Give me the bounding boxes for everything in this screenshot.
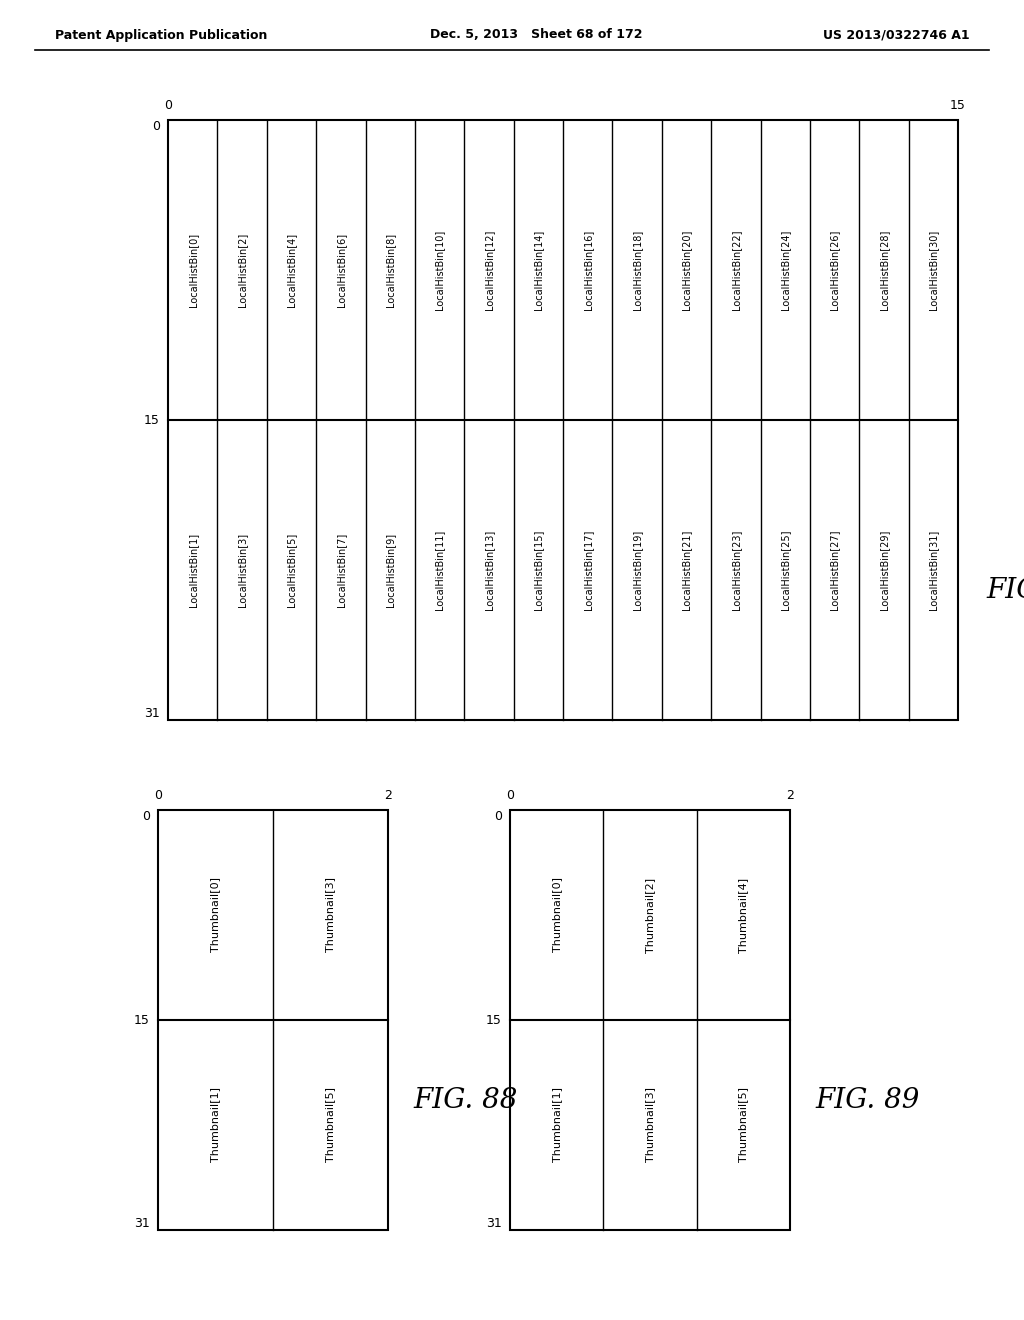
Text: FIG. 90: FIG. 90 [986,577,1024,603]
Text: LocalHistBin[18]: LocalHistBin[18] [632,230,642,310]
Text: LocalHistBin[20]: LocalHistBin[20] [681,230,691,310]
Text: Thumbnail[5]: Thumbnail[5] [738,1088,749,1163]
Text: LocalHistBin[14]: LocalHistBin[14] [534,230,544,310]
Text: 2: 2 [384,789,392,803]
Text: FIG. 89: FIG. 89 [815,1086,920,1114]
Text: LocalHistBin[16]: LocalHistBin[16] [583,230,593,310]
Text: LocalHistBin[2]: LocalHistBin[2] [238,232,247,308]
Text: Thumbnail[5]: Thumbnail[5] [326,1088,336,1163]
Text: 0: 0 [164,99,172,112]
Text: LocalHistBin[31]: LocalHistBin[31] [929,529,938,610]
Bar [510,810,790,1230]
Text: 0: 0 [506,789,514,803]
Bar [168,120,958,719]
Text: LocalHistBin[25]: LocalHistBin[25] [780,529,791,610]
Text: 31: 31 [134,1217,150,1230]
Text: 15: 15 [144,413,160,426]
Text: LocalHistBin[6]: LocalHistBin[6] [336,232,346,308]
Text: LocalHistBin[13]: LocalHistBin[13] [484,529,494,610]
Text: Thumbnail[1]: Thumbnail[1] [211,1088,220,1163]
Text: LocalHistBin[7]: LocalHistBin[7] [336,533,346,607]
Text: LocalHistBin[5]: LocalHistBin[5] [287,533,296,607]
Text: LocalHistBin[0]: LocalHistBin[0] [187,232,198,308]
Text: LocalHistBin[23]: LocalHistBin[23] [731,529,740,610]
Text: LocalHistBin[19]: LocalHistBin[19] [632,529,642,610]
Text: LocalHistBin[11]: LocalHistBin[11] [434,529,444,610]
Text: Patent Application Publication: Patent Application Publication [55,29,267,41]
Text: LocalHistBin[4]: LocalHistBin[4] [287,232,296,308]
Text: 0: 0 [152,120,160,133]
Text: Dec. 5, 2013   Sheet 68 of 172: Dec. 5, 2013 Sheet 68 of 172 [430,29,642,41]
Text: LocalHistBin[29]: LocalHistBin[29] [879,529,889,610]
Text: 15: 15 [486,1014,502,1027]
Text: LocalHistBin[10]: LocalHistBin[10] [434,230,444,310]
Text: LocalHistBin[24]: LocalHistBin[24] [780,230,791,310]
Text: 15: 15 [134,1014,150,1027]
Text: LocalHistBin[1]: LocalHistBin[1] [187,533,198,607]
Text: LocalHistBin[27]: LocalHistBin[27] [829,529,840,610]
Text: 31: 31 [486,1217,502,1230]
Text: LocalHistBin[22]: LocalHistBin[22] [731,230,740,310]
Text: LocalHistBin[12]: LocalHistBin[12] [484,230,494,310]
Text: 31: 31 [144,708,160,719]
Text: LocalHistBin[8]: LocalHistBin[8] [385,232,395,308]
Text: 0: 0 [154,789,162,803]
Text: Thumbnail[4]: Thumbnail[4] [738,878,749,953]
Text: LocalHistBin[21]: LocalHistBin[21] [681,529,691,610]
Text: 0: 0 [494,810,502,822]
Text: FIG. 88: FIG. 88 [413,1086,517,1114]
Text: 2: 2 [786,789,794,803]
Text: LocalHistBin[30]: LocalHistBin[30] [929,230,938,310]
Bar [158,810,388,1230]
Text: LocalHistBin[3]: LocalHistBin[3] [238,533,247,607]
Text: US 2013/0322746 A1: US 2013/0322746 A1 [823,29,970,41]
Text: LocalHistBin[17]: LocalHistBin[17] [583,529,593,610]
Text: Thumbnail[3]: Thumbnail[3] [326,878,336,953]
Text: LocalHistBin[15]: LocalHistBin[15] [534,529,544,610]
Text: Thumbnail[2]: Thumbnail[2] [645,878,655,953]
Text: 15: 15 [950,99,966,112]
Text: Thumbnail[0]: Thumbnail[0] [552,878,562,953]
Text: LocalHistBin[26]: LocalHistBin[26] [829,230,840,310]
Text: LocalHistBin[9]: LocalHistBin[9] [385,533,395,607]
Text: Thumbnail[1]: Thumbnail[1] [552,1088,562,1163]
Text: LocalHistBin[28]: LocalHistBin[28] [879,230,889,310]
Text: Thumbnail[3]: Thumbnail[3] [645,1088,655,1163]
Text: Thumbnail[0]: Thumbnail[0] [211,878,220,953]
Text: 0: 0 [142,810,150,822]
